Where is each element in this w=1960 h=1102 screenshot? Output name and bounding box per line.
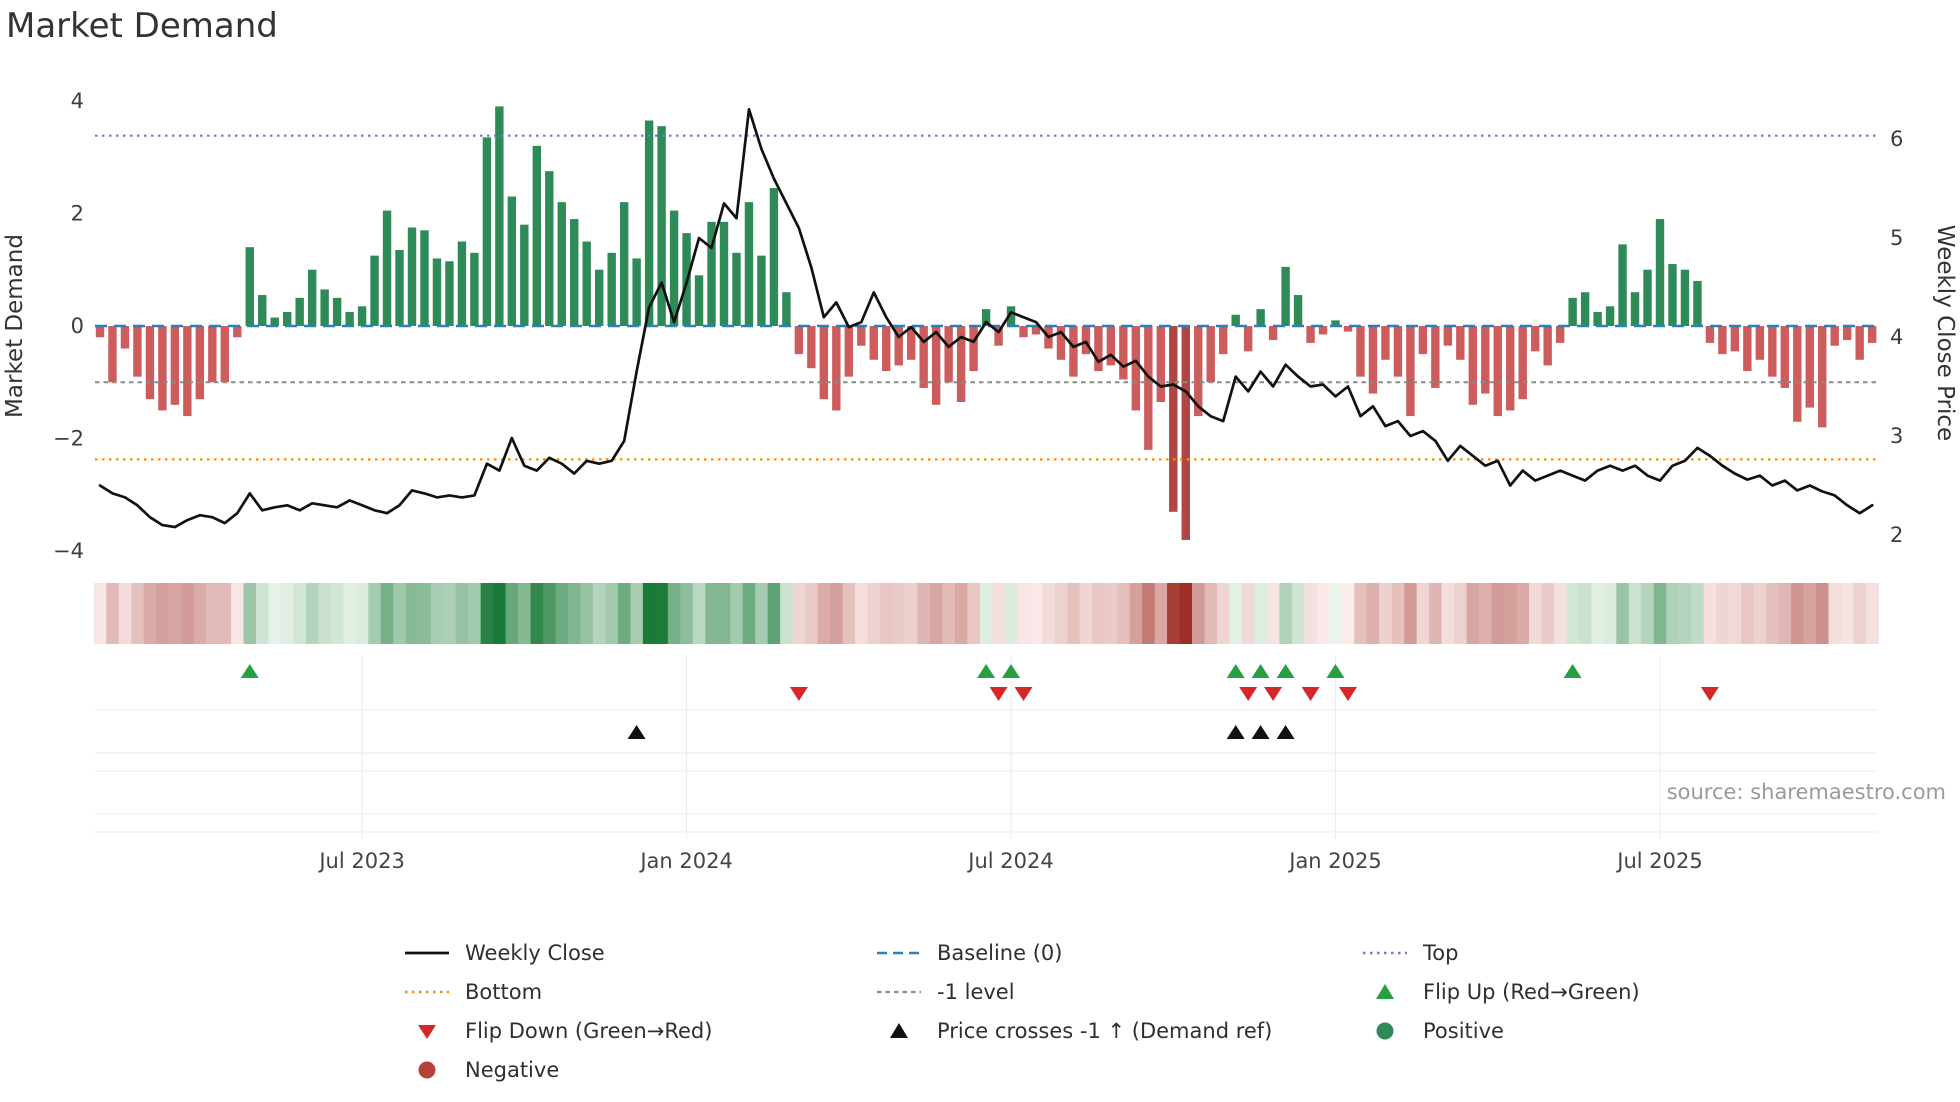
x-tick-label: Jul 2025 xyxy=(1615,849,1702,873)
legend-item-bottom: Bottom xyxy=(403,977,712,1007)
flip-down-icon xyxy=(789,687,808,701)
left-axis-ticks: 4 2 0 −2 −4 xyxy=(53,89,84,563)
flip-up-icon xyxy=(1226,664,1245,678)
positive-dot-icon xyxy=(1361,1019,1409,1043)
price-cross-triangle-icon xyxy=(875,1019,923,1043)
left-axis-label: Market Demand xyxy=(2,234,28,418)
flip-down-icon xyxy=(1700,687,1719,701)
heatmap-strip xyxy=(93,583,1879,644)
page-title: Market Demand xyxy=(6,6,278,46)
source-credit: source: sharemaestro.com xyxy=(1666,780,1946,804)
legend-label-flip-up: Flip Up (Red→Green) xyxy=(1423,980,1640,1004)
legend-item-minus-one-level: -1 level xyxy=(875,977,1272,1007)
x-tick-label: Jul 2024 xyxy=(966,849,1053,873)
legend-label-weekly-close: Weekly Close xyxy=(465,941,605,965)
flip-down-icon xyxy=(1264,687,1283,701)
flip-up-markers xyxy=(240,664,1582,678)
legend-label-top: Top xyxy=(1423,941,1459,965)
legend-label-negative: Negative xyxy=(465,1058,560,1082)
legend-item-negative: Negative xyxy=(403,1055,712,1085)
chart-legend: Weekly Close Bottom Flip Down (Green→Red… xyxy=(0,938,1960,1098)
baseline-dashed-line-icon xyxy=(875,941,923,965)
x-tick-label: Jan 2024 xyxy=(638,849,733,873)
price-cross-icon xyxy=(1251,725,1270,739)
price-cross-icon xyxy=(627,725,646,739)
left-tick-label: 0 xyxy=(71,314,84,338)
weekly-close-line xyxy=(98,107,1874,529)
bottom-dotted-line-icon xyxy=(403,980,451,1004)
flip-down-markers xyxy=(789,687,1719,701)
flip-up-icon xyxy=(977,664,996,678)
legend-column-2: Baseline (0) -1 level Price crosses -1 ↑… xyxy=(875,938,1272,1046)
top-dotted-line-icon xyxy=(1361,941,1409,965)
marker-panel-gridlines xyxy=(95,655,1877,838)
legend-item-flip-up: Flip Up (Red→Green) xyxy=(1361,977,1640,1007)
legend-label-price-crosses: Price crosses -1 ↑ (Demand ref) xyxy=(937,1019,1273,1043)
legend-column-1: Weekly Close Bottom Flip Down (Green→Red… xyxy=(403,938,712,1085)
legend-label-flip-down: Flip Down (Green→Red) xyxy=(465,1019,713,1043)
legend-item-positive: Positive xyxy=(1361,1016,1640,1046)
legend-label-bottom: Bottom xyxy=(465,980,543,1004)
left-tick-label: −2 xyxy=(53,427,84,451)
flip-down-icon xyxy=(1239,687,1258,701)
x-axis-ticks: Jul 2023 Jan 2024 Jul 2024 Jan 2025 Jul 2025 xyxy=(317,849,1702,873)
flip-up-icon xyxy=(1563,664,1582,678)
x-tick-label: Jan 2025 xyxy=(1287,849,1382,873)
flip-up-triangle-icon xyxy=(1361,980,1409,1004)
x-tick-label: Jul 2023 xyxy=(317,849,404,873)
demand-bars xyxy=(95,106,1877,540)
legend-item-flip-down: Flip Down (Green→Red) xyxy=(403,1016,712,1046)
flip-down-icon xyxy=(1339,687,1357,701)
right-axis-ticks: 6 5 4 3 2 xyxy=(1890,127,1903,547)
flip-down-triangle-icon xyxy=(403,1019,451,1043)
right-tick-label: 3 xyxy=(1890,424,1903,448)
legend-label-positive: Positive xyxy=(1423,1019,1504,1043)
chart-canvas: Market Demand Weekly Close Price 4 2 0 −2 −4… xyxy=(2,89,1958,873)
weekly-close-line-icon xyxy=(403,941,451,965)
flip-up-icon xyxy=(240,664,259,678)
legend-item-top: Top xyxy=(1361,938,1640,968)
left-tick-label: 4 xyxy=(71,89,84,113)
price-cross-icon xyxy=(1226,725,1245,739)
flip-up-icon xyxy=(1326,664,1345,678)
flip-up-icon xyxy=(1251,664,1270,678)
flip-down-icon xyxy=(1301,687,1320,701)
right-tick-label: 5 xyxy=(1890,226,1903,250)
right-axis-label: Weekly Close Price xyxy=(1932,225,1958,441)
right-tick-label: 4 xyxy=(1890,325,1903,349)
legend-label-minus-one-level: -1 level xyxy=(937,980,1015,1004)
negative-dot-icon xyxy=(403,1058,451,1082)
flip-up-icon xyxy=(1002,664,1020,678)
legend-item-baseline: Baseline (0) xyxy=(875,938,1272,968)
flip-down-icon xyxy=(1014,687,1033,701)
legend-label-baseline: Baseline (0) xyxy=(937,941,1063,965)
flip-down-icon xyxy=(989,687,1008,701)
price-cross-icon xyxy=(1276,725,1295,739)
right-tick-label: 6 xyxy=(1890,127,1903,151)
left-tick-label: 2 xyxy=(71,201,84,225)
legend-column-3: Top Flip Up (Red→Green) Positive xyxy=(1361,938,1640,1046)
flip-up-icon xyxy=(1276,664,1295,678)
price-cross-markers xyxy=(627,725,1295,739)
legend-item-weekly-close: Weekly Close xyxy=(403,938,712,968)
minus-one-dashed-line-icon xyxy=(875,980,923,1004)
legend-item-price-crosses: Price crosses -1 ↑ (Demand ref) xyxy=(875,1016,1272,1046)
left-tick-label: −4 xyxy=(53,539,84,563)
right-tick-label: 2 xyxy=(1890,523,1903,547)
